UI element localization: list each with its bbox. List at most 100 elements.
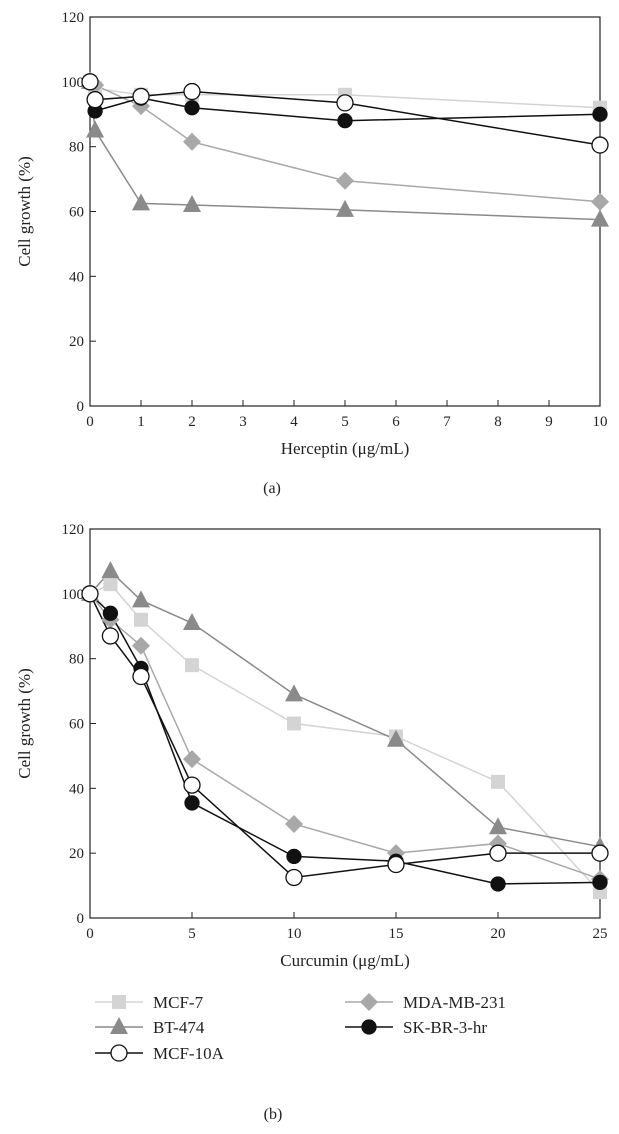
chart-a-point-mcf-10a (81, 73, 99, 91)
chart-b-xtick-label: 10 (287, 926, 302, 942)
chart-a-point-sk-br-3-hr (184, 100, 200, 116)
chart-a-xtick-label: 7 (443, 414, 451, 430)
chart-a-point-mda-mb-231 (591, 192, 609, 211)
chart-b-point-mcf-7 (287, 716, 301, 731)
chart-a-point-sk-br-3-hr (337, 113, 353, 129)
chart-a-ytick-label: 20 (69, 334, 84, 350)
chart-a-point-mcf-10a (86, 91, 104, 109)
chart-b-xtick-label: 20 (491, 926, 506, 942)
chart-b: 0 20 40 60 80 100 120 0 5 10 15 20 25 Curcumin (μg/mL… (15, 522, 609, 970)
chart-b-point-mcf-10a (285, 868, 303, 887)
chart-b-y-axis-label: Cell growth (%) (15, 668, 34, 778)
chart-b-xtick-label: 25 (593, 926, 608, 942)
chart-b-point-bt-474 (101, 561, 120, 579)
legend-marker-bt-474 (110, 1017, 128, 1034)
legend-marker-mcf-7 (112, 995, 126, 1009)
chart-b-point-sk-br-3-hr (286, 848, 302, 865)
legend-label-mcf-7: MCF-7 (153, 993, 204, 1012)
chart-a-xtick-label: 6 (392, 414, 400, 430)
chart-b-series-line-mda-mb-231 (89, 593, 601, 880)
legend-marker-mda-mb-231 (360, 993, 378, 1011)
chart-b-xtick-label: 5 (188, 926, 196, 942)
chart-b-point-sk-br-3-hr (490, 876, 506, 892)
chart-b-point-mcf-10a (132, 667, 150, 686)
chart-a-y-axis-label: Cell growth (%) (15, 156, 34, 266)
chart-a: 0 20 40 60 80 100 120 0 1 2 3 4 5 6 7 8 9 10 Herceptin (μg… (15, 10, 609, 458)
chart-b-ytick-label: 100 (62, 587, 85, 603)
chart-b-point-mcf-7 (491, 774, 505, 789)
chart-a-point-bt-474 (86, 120, 105, 138)
caption-a: (a) (263, 480, 281, 497)
chart-b-xtick-label: 15 (389, 926, 404, 942)
chart-b-ytick-label: 20 (69, 846, 84, 862)
legend-label-mcf-10a: MCF-10A (153, 1044, 225, 1063)
chart-b-ytick-label: 0 (77, 911, 85, 927)
chart-b-point-sk-br-3-hr (184, 795, 200, 811)
chart-b-point-bt-474 (285, 684, 303, 702)
chart-a-xtick-label: 9 (545, 414, 553, 430)
chart-b-point-sk-br-3-hr (592, 874, 608, 890)
chart-b-point-bt-474 (489, 817, 507, 835)
chart-a-xtick-label: 0 (86, 414, 94, 430)
chart-a-xtick-label: 5 (341, 414, 349, 430)
chart-a-ytick-label: 60 (69, 205, 84, 221)
chart-b-point-mcf-7 (103, 577, 118, 592)
legend: MCF-7 BT-474 MCF-10A MDA-MB-231 SK-BR-3-hr (95, 993, 506, 1063)
chart-b-point-mcf-10a (591, 844, 609, 862)
chart-a-point-bt-474 (183, 195, 201, 213)
chart-b-point-bt-474 (183, 613, 201, 631)
chart-a-point-mcf-10a (591, 136, 609, 154)
chart-a-xtick-label: 3 (239, 414, 247, 430)
chart-a-point-mcf-10a (132, 87, 150, 106)
chart-b-ytick-label: 40 (69, 781, 84, 797)
chart-a-point-bt-474 (336, 199, 354, 217)
legend-label-sk-br-3-hr: SK-BR-3-hr (403, 1018, 487, 1037)
chart-b-ytick-label: 60 (69, 717, 84, 733)
chart-a-point-mcf-10a (183, 82, 201, 101)
caption-b: (b) (263, 1106, 283, 1123)
chart-b-point-mda-mb-231 (183, 750, 201, 769)
chart-a-ytick-label: 0 (77, 399, 85, 415)
chart-b-series-line-sk-br-3-hr (89, 593, 601, 885)
chart-b-point-mcf-10a (387, 855, 405, 874)
chart-a-xtick-label: 4 (290, 414, 298, 430)
chart-a-ytick-label: 80 (69, 140, 84, 156)
chart-a-point-mda-mb-231 (183, 132, 201, 151)
chart-b-point-bt-474 (132, 590, 150, 608)
chart-a-xtick-label: 1 (137, 414, 145, 430)
chart-b-point-mcf-10a (489, 844, 507, 862)
chart-b-point-mda-mb-231 (285, 814, 303, 833)
legend-label-bt-474: BT-474 (153, 1018, 205, 1037)
chart-b-ytick-label: 80 (69, 652, 84, 668)
legend-marker-mcf-10a (110, 1044, 128, 1062)
chart-b-point-mcf-10a (101, 627, 120, 645)
chart-b-point-mcf-7 (185, 658, 199, 673)
chart-b-point-mcf-10a (81, 585, 99, 603)
chart-b-point-bt-474 (387, 729, 405, 747)
chart-a-ytick-label: 120 (62, 10, 85, 26)
chart-a-ytick-label: 40 (69, 269, 84, 285)
chart-b-plot-frame (89, 528, 601, 919)
chart-a-point-bt-474 (132, 193, 150, 211)
chart-a-xtick-label: 2 (188, 414, 196, 430)
chart-b-x-axis-label: Curcumin (μg/mL) (280, 951, 410, 970)
chart-a-point-bt-474 (591, 209, 609, 227)
legend-marker-sk-br-3-hr (361, 1019, 377, 1035)
chart-b-point-sk-br-3-hr (102, 605, 119, 621)
chart-b-point-mcf-10a (183, 776, 201, 794)
chart-a-xtick-label: 10 (593, 414, 608, 430)
chart-a-ytick-label: 100 (62, 75, 85, 91)
chart-b-point-mda-mb-231 (132, 636, 150, 655)
chart-b-series-line-bt-474 (89, 570, 601, 848)
chart-a-xtick-label: 8 (494, 414, 502, 430)
chart-b-xtick-label: 0 (86, 926, 94, 942)
chart-b-series-line-mcf-7 (89, 583, 601, 893)
legend-label-mda-mb-231: MDA-MB-231 (403, 993, 506, 1012)
chart-a-x-axis-label: Herceptin (μg/mL) (281, 439, 410, 458)
chart-b-point-mcf-7 (134, 612, 148, 627)
chart-a-point-mcf-10a (336, 94, 354, 112)
chart-a-point-sk-br-3-hr (592, 106, 608, 122)
chart-a-point-mda-mb-231 (336, 171, 354, 190)
